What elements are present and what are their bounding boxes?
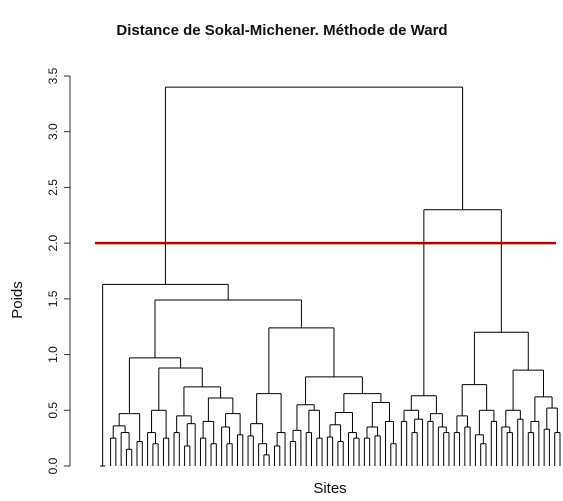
y-tick-label: 3.5 [46, 67, 60, 84]
y-tick-label: 2.5 [46, 179, 60, 196]
y-tick-label: 0.0 [46, 457, 60, 474]
y-tick-label: 1.5 [46, 290, 60, 307]
chart-title: Distance de Sokal-Michener. Méthode de W… [116, 22, 447, 39]
y-tick-label: 0.5 [46, 402, 60, 419]
x-axis-label: Sites [313, 480, 346, 497]
y-axis-label: Poids [9, 281, 26, 319]
y-tick-label: 2.0 [46, 234, 60, 251]
y-tick-label: 1.0 [46, 346, 60, 363]
y-tick-label: 3.0 [46, 123, 60, 140]
